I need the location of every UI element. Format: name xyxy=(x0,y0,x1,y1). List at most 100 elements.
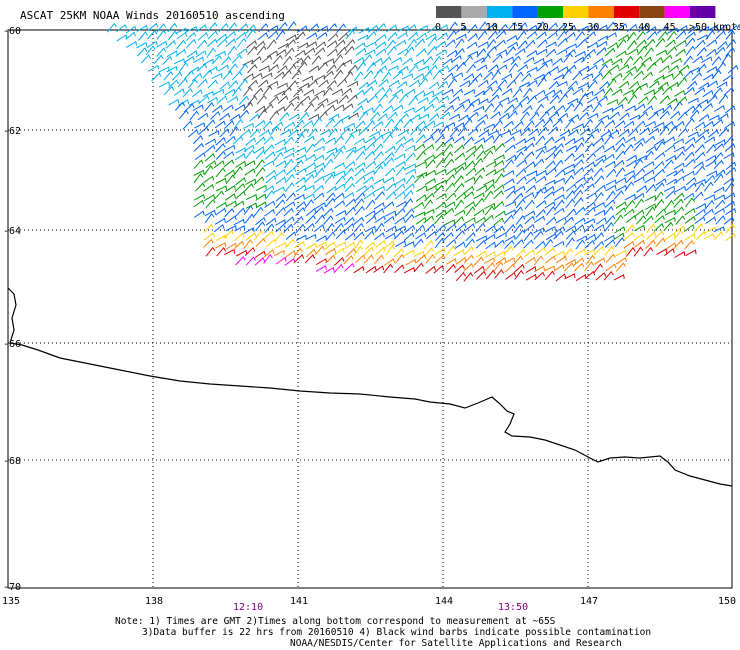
wind-barb xyxy=(193,199,205,208)
wind-barb xyxy=(294,49,306,58)
wind-barb xyxy=(239,109,250,119)
wind-barb xyxy=(335,145,346,154)
wind-barb xyxy=(333,54,344,65)
wind-barb xyxy=(374,86,386,96)
wind-barb xyxy=(507,41,519,49)
wind-barb xyxy=(602,107,614,114)
wind-barb xyxy=(664,136,676,144)
wind-barb xyxy=(662,73,674,80)
wind-barb xyxy=(648,80,660,89)
wind-barb xyxy=(285,250,296,258)
wind-barb xyxy=(634,239,646,248)
wind-barb xyxy=(416,48,427,57)
wind-barb xyxy=(333,192,345,201)
wind-barb xyxy=(523,142,535,152)
wind-barb xyxy=(403,232,415,241)
wind-barb xyxy=(492,53,503,63)
wind-barb xyxy=(575,176,586,184)
wind-barb xyxy=(236,249,248,257)
wind-barb xyxy=(340,127,351,136)
wind-barb xyxy=(469,98,481,106)
wind-barb xyxy=(435,141,446,152)
wind-barb xyxy=(645,239,656,249)
wind-barb xyxy=(423,90,435,97)
wind-barb xyxy=(415,194,427,202)
wind-barb xyxy=(178,109,189,120)
wind-barb xyxy=(395,166,406,176)
wind-barb xyxy=(404,224,416,234)
wind-barb xyxy=(577,82,590,89)
wind-barb xyxy=(409,113,421,122)
wind-barb xyxy=(502,56,514,64)
wind-barb xyxy=(604,234,615,242)
wind-barb xyxy=(592,102,603,113)
wind-barb xyxy=(654,160,665,170)
wind-barb xyxy=(354,175,366,184)
legend-swatch xyxy=(588,6,614,18)
wind-barb xyxy=(565,237,576,248)
wind-barb xyxy=(455,192,467,201)
wind-barb xyxy=(372,120,384,130)
wind-barb xyxy=(336,78,348,88)
wind-barb xyxy=(223,249,235,256)
wind-barb xyxy=(263,253,273,264)
wind-barb xyxy=(691,71,703,81)
wind-barb xyxy=(353,239,364,250)
wind-barb xyxy=(437,80,449,90)
wind-barb xyxy=(618,80,630,89)
wind-barb xyxy=(429,128,441,137)
wind-barb xyxy=(594,88,605,97)
lon-label-138: 138 xyxy=(145,596,163,607)
wind-barb xyxy=(542,118,553,128)
wind-barb xyxy=(453,249,465,257)
wind-barb xyxy=(251,72,263,80)
wind-barb xyxy=(219,128,230,138)
wind-barb xyxy=(537,39,548,48)
wind-barb xyxy=(634,103,646,112)
wind-barb xyxy=(513,223,524,234)
wind-barb xyxy=(323,70,334,79)
wind-barb xyxy=(211,104,223,113)
wind-barb xyxy=(715,30,726,40)
wind-barb xyxy=(705,48,717,57)
wind-barb xyxy=(364,225,376,233)
wind-barb xyxy=(464,160,476,170)
wind-barb xyxy=(414,38,426,48)
wind-barb xyxy=(273,249,285,257)
wind-barb xyxy=(514,263,525,273)
wind-barb xyxy=(698,113,710,122)
wind-barb xyxy=(553,250,565,258)
wind-barb xyxy=(245,194,258,201)
wind-barb xyxy=(388,79,400,88)
wind-barb xyxy=(718,94,729,105)
wind-barb xyxy=(303,88,315,97)
wind-barb xyxy=(594,191,604,202)
wind-barb xyxy=(664,209,676,216)
wind-barb xyxy=(526,30,538,40)
wind-barb xyxy=(505,271,517,280)
wind-barb xyxy=(583,176,594,186)
wind-barb xyxy=(455,256,467,265)
wind-barb xyxy=(534,255,544,266)
wind-barb xyxy=(706,39,718,48)
wind-barb xyxy=(433,121,445,128)
wind-barb xyxy=(306,32,318,40)
wind-barb xyxy=(529,111,540,122)
wind-barb xyxy=(437,24,449,32)
wind-barb xyxy=(435,179,447,186)
wind-barb xyxy=(322,86,333,97)
wind-barb xyxy=(255,193,267,201)
wind-barb xyxy=(284,121,295,130)
wind-barb xyxy=(363,86,374,95)
wind-barb xyxy=(347,64,358,74)
wind-barb xyxy=(243,183,254,193)
wind-barb xyxy=(713,207,725,215)
wind-barb xyxy=(308,65,320,73)
wind-barb xyxy=(344,45,355,56)
wind-barb xyxy=(297,61,308,71)
wind-barb xyxy=(234,103,246,112)
wind-barb xyxy=(615,50,627,58)
wind-barb xyxy=(425,33,437,41)
wind-barb xyxy=(275,48,287,57)
wind-barb xyxy=(639,127,651,136)
